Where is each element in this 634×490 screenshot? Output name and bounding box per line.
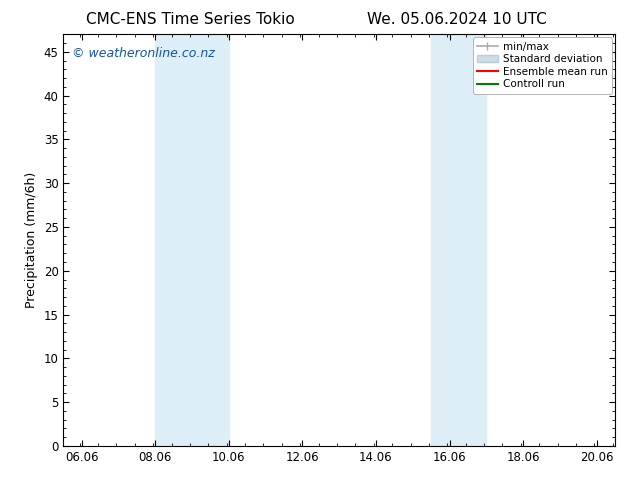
Bar — [431, 34, 486, 446]
Legend: min/max, Standard deviation, Ensemble mean run, Controll run: min/max, Standard deviation, Ensemble me… — [473, 37, 612, 94]
Text: We. 05.06.2024 10 UTC: We. 05.06.2024 10 UTC — [366, 12, 547, 27]
Bar — [155, 34, 229, 446]
Text: CMC-ENS Time Series Tokio: CMC-ENS Time Series Tokio — [86, 12, 295, 27]
Y-axis label: Precipitation (mm/6h): Precipitation (mm/6h) — [25, 172, 38, 308]
Text: © weatheronline.co.nz: © weatheronline.co.nz — [72, 47, 214, 60]
